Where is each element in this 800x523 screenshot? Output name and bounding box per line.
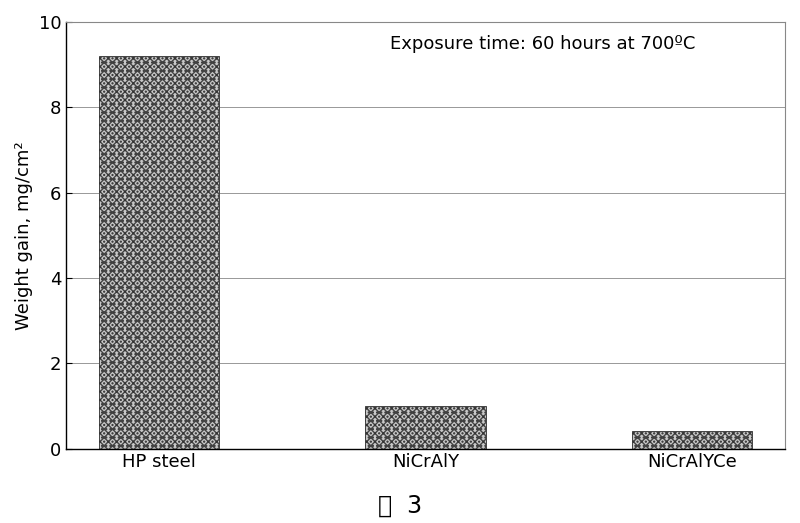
Bar [98,56,218,449]
Bar [98,56,218,449]
Y-axis label: Weight gain, mg/cm²: Weight gain, mg/cm² [15,141,33,329]
Bar [632,431,752,449]
Text: Exposure time: 60 hours at 700ºC: Exposure time: 60 hours at 700ºC [390,35,695,53]
Bar [366,406,486,449]
Bar [366,406,486,449]
Text: 图  3: 图 3 [378,494,422,518]
Bar [632,431,752,449]
